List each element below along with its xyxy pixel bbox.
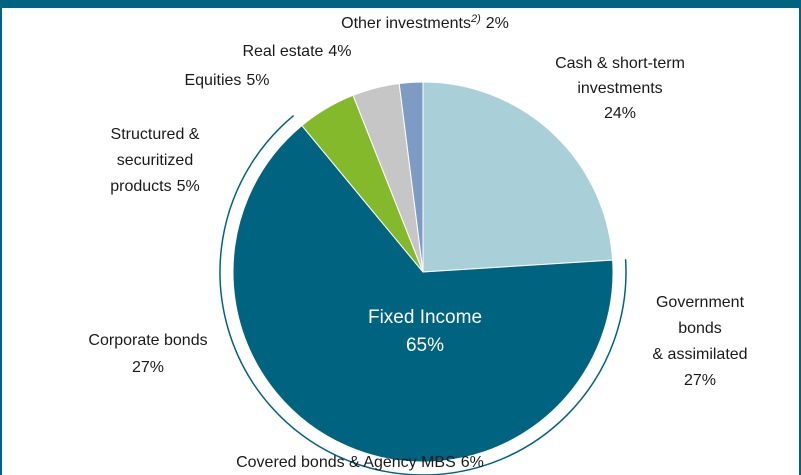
value-label: 24% (604, 105, 636, 122)
slice-label: Structured & securitized products 5% (110, 126, 200, 195)
label-line: Corporate bonds (88, 332, 207, 349)
pie-slice (232, 124, 614, 463)
slice-label: Covered bonds & Agency MBS 6% (236, 454, 484, 471)
top-band (0, 0, 801, 8)
bracket-arc (250, 115, 295, 164)
slice-label: Cash & short-term investments 24% (555, 55, 685, 122)
slice-label: Fixed Income 65% (368, 307, 482, 356)
label-line: investments (577, 80, 662, 97)
bracket-arc (219, 162, 337, 457)
value-label: 27% (132, 359, 164, 376)
label-line: Covered bonds & Agency MBS (236, 454, 456, 471)
value-label: 2% (486, 15, 509, 32)
value-label: 5% (246, 72, 269, 89)
label-line: Real estate (242, 43, 323, 60)
bracket-arc (410, 259, 627, 475)
bracket-arc (336, 455, 411, 475)
label-line: Fixed Income (368, 307, 482, 328)
label-line: securitized (117, 152, 193, 169)
label-line: products (110, 178, 171, 195)
slice-label: Real estate 4% (242, 43, 351, 60)
slice-label: Equities 5% (184, 72, 269, 89)
label-line: Government (656, 294, 745, 311)
label-note: 2) (470, 13, 481, 25)
label-line: Equities (184, 72, 241, 89)
left-border (0, 0, 2, 475)
slice-label: Other investments2) 2% (341, 13, 509, 32)
slice-label: Government bonds & assimilated 27% (652, 294, 747, 389)
slice-label: Corporate bonds 27% (88, 332, 207, 376)
right-border (799, 0, 801, 475)
label-line: Other investments (341, 15, 471, 32)
value-label: 27% (684, 372, 716, 389)
pie-slice (398, 81, 424, 273)
pie-slice (422, 81, 614, 273)
label-line: & assimilated (652, 346, 747, 363)
value-label: 5% (177, 178, 200, 195)
label-line: Cash & short-term (555, 55, 685, 72)
value-label: 4% (328, 43, 351, 60)
label-line: Structured & (111, 126, 200, 143)
value-label: 65% (406, 335, 444, 356)
label-line: bonds (678, 320, 722, 337)
value-label: 6% (461, 454, 484, 471)
